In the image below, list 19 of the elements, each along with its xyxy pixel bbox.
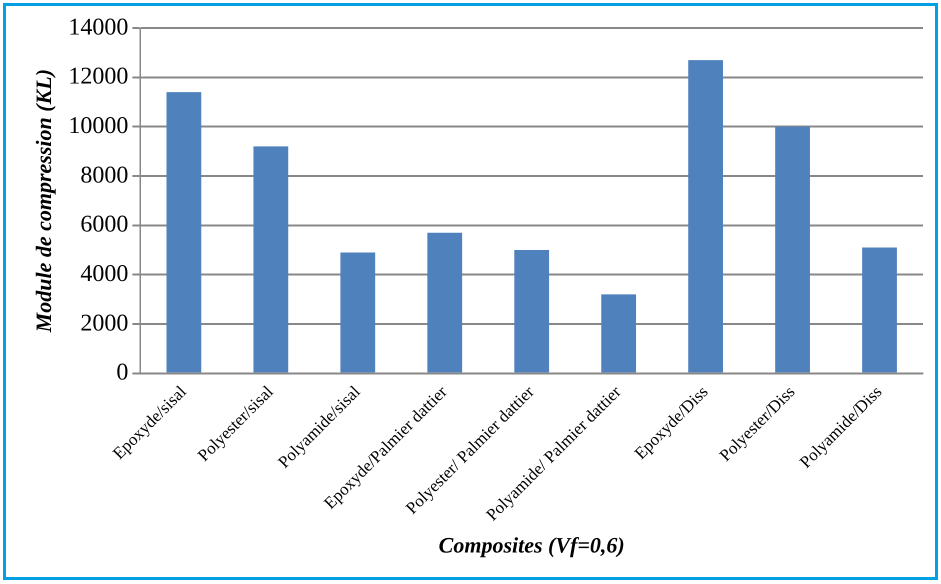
bar — [514, 250, 550, 372]
y-tick-label: 14000 — [68, 14, 128, 40]
y-tick-label: 10000 — [68, 112, 128, 139]
y-tick-label: 2000 — [80, 310, 128, 336]
bar — [253, 146, 288, 372]
bar — [688, 60, 723, 372]
bar — [775, 126, 810, 372]
bar — [427, 232, 462, 372]
y-tick-label: 12000 — [68, 64, 128, 90]
bar — [601, 294, 636, 372]
y-axis-title: Module de compression (KL) — [30, 68, 56, 334]
y-tick-label: 8000 — [80, 162, 128, 188]
bar — [862, 248, 897, 372]
bar — [340, 252, 376, 372]
x-axis-title: Composites (Vf=0,6) — [438, 532, 625, 558]
y-tick-label: 6000 — [80, 212, 128, 238]
bar — [166, 92, 202, 372]
y-tick-label: 0 — [116, 360, 128, 386]
y-tick-label: 4000 — [80, 260, 128, 287]
